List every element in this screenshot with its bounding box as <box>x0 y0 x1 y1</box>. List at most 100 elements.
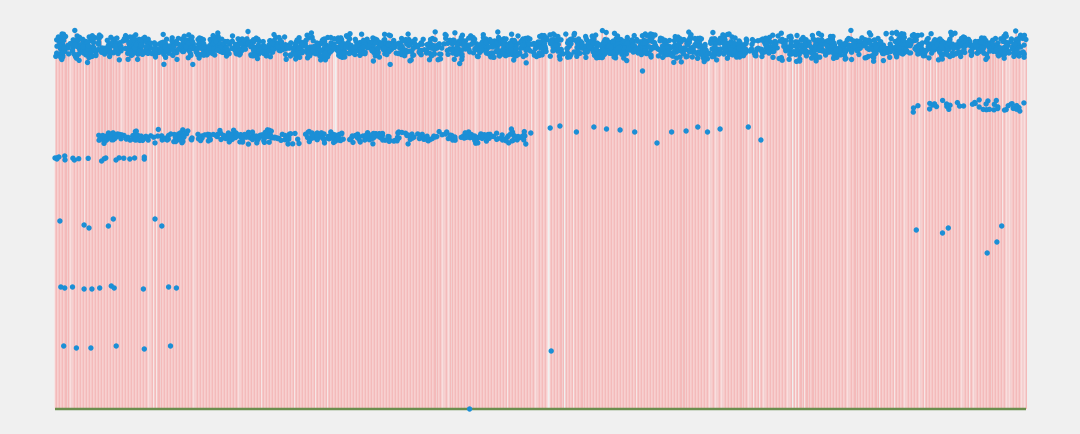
stem-bar <box>732 42 734 409</box>
data-point <box>372 40 379 46</box>
data-point <box>983 101 989 107</box>
data-point <box>848 27 854 34</box>
stem-bar <box>793 51 795 409</box>
stem-bar <box>350 45 352 409</box>
data-point <box>953 51 959 57</box>
data-point <box>697 51 704 57</box>
stem-bar <box>988 42 990 410</box>
data-point <box>245 28 251 35</box>
data-point <box>639 68 646 74</box>
data-point <box>145 137 151 143</box>
data-point <box>918 32 925 38</box>
data-point <box>677 36 683 42</box>
stem-bar <box>113 39 115 409</box>
stem-bar <box>321 40 323 409</box>
stem-bar <box>139 50 141 409</box>
data-point <box>466 406 473 412</box>
data-point <box>314 137 320 143</box>
data-point <box>821 48 827 54</box>
data-point <box>678 45 684 51</box>
stem-bar <box>396 44 398 410</box>
stem-bar <box>65 36 67 409</box>
stem-bar <box>966 41 968 410</box>
stem-bar <box>303 44 305 409</box>
stem-bar <box>132 36 134 409</box>
stem-bar <box>899 37 901 410</box>
data-point <box>939 45 945 51</box>
data-point <box>528 130 534 136</box>
stem-bar <box>898 47 900 409</box>
stem-bar <box>602 43 604 409</box>
stem-bar <box>111 139 113 410</box>
data-point <box>56 154 62 160</box>
stem-bar <box>443 43 445 410</box>
stem-bar <box>187 40 189 409</box>
data-point <box>913 227 919 233</box>
data-point <box>71 157 78 163</box>
data-point <box>148 133 154 139</box>
stem-bar <box>931 46 933 410</box>
data-point <box>97 285 103 291</box>
stem-bar <box>189 48 191 410</box>
data-point <box>469 134 475 140</box>
stem-bar <box>317 48 319 409</box>
stem-bar <box>71 50 73 409</box>
data-point <box>659 45 666 52</box>
data-point <box>309 34 315 40</box>
data-point <box>96 32 103 38</box>
stem-bar <box>724 39 726 410</box>
data-point <box>330 45 337 51</box>
stem-bar <box>501 39 503 410</box>
stem-bar <box>902 40 904 410</box>
stem-bar <box>867 56 869 409</box>
stem-bar <box>571 39 573 409</box>
data-point <box>459 47 465 53</box>
data-point <box>483 39 489 46</box>
data-point <box>170 52 176 59</box>
data-point <box>405 31 411 37</box>
data-point <box>421 136 427 142</box>
stem-bar <box>149 42 151 410</box>
stem-bar <box>266 48 268 409</box>
data-point <box>167 343 174 349</box>
data-point <box>989 40 996 47</box>
stem-bar <box>196 50 198 409</box>
stem-bar <box>284 37 286 409</box>
data-point <box>726 40 733 46</box>
data-point <box>541 40 548 47</box>
data-point <box>727 46 734 52</box>
stem-bar <box>474 39 476 410</box>
data-point <box>506 140 512 146</box>
data-point <box>523 141 529 147</box>
stem-bar <box>449 40 451 409</box>
stem-bar <box>221 39 223 409</box>
data-point <box>245 141 252 147</box>
data-point <box>960 103 967 109</box>
stem-bar <box>405 39 407 410</box>
stem-bar <box>820 35 822 409</box>
stem-bar <box>891 33 893 409</box>
stem-bar <box>620 39 622 409</box>
data-point <box>134 137 140 143</box>
stem-bar <box>740 44 742 409</box>
stem-bar <box>56 39 58 409</box>
data-point <box>159 223 165 229</box>
data-point <box>454 45 460 51</box>
stem-bar <box>829 36 831 409</box>
stem-bar <box>353 53 355 409</box>
data-point <box>62 157 68 163</box>
stem-bar <box>701 48 703 409</box>
stem-bar <box>557 36 559 409</box>
stem-bar <box>737 43 739 410</box>
data-point <box>716 51 722 57</box>
data-point <box>547 53 553 59</box>
stem-bar <box>879 43 881 409</box>
stem-bar <box>398 43 400 410</box>
stem-bar <box>604 39 606 410</box>
data-point <box>508 47 514 53</box>
stem-bar <box>352 47 354 409</box>
stem-bar <box>770 42 772 410</box>
stem-bar <box>433 47 435 409</box>
stem-bar <box>224 41 226 410</box>
data-point <box>406 36 412 43</box>
